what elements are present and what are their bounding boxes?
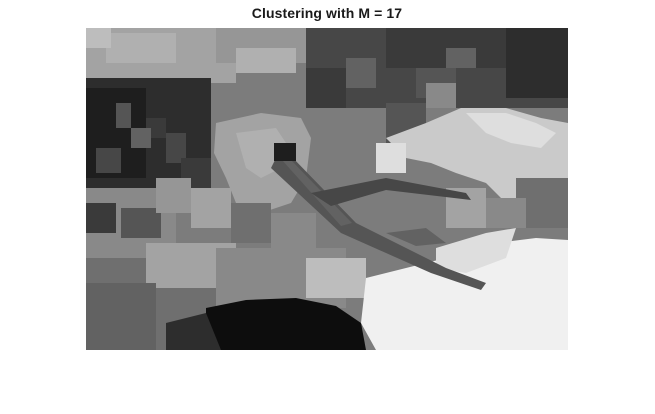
region-top-left-lighter: [106, 33, 176, 63]
region-top-left-pale: [86, 28, 111, 48]
region-right-cloud-block: [376, 143, 406, 173]
region-bottom-left-dark: [86, 283, 156, 350]
region-left-block-a: [116, 103, 131, 128]
region-block-b: [346, 58, 376, 88]
region-bottom-center-light: [306, 258, 366, 298]
region-right-cloud-bright: [466, 113, 556, 148]
region-lowerleft-e: [191, 188, 231, 228]
airplane-cockpit: [274, 143, 296, 161]
region-midright-b: [486, 198, 526, 228]
region-lowerleft-g: [271, 213, 316, 253]
region-lowerleft-d: [156, 178, 191, 213]
region-bottom-dark-edge: [166, 313, 221, 350]
airplane-wing: [311, 178, 471, 206]
plot-title: Clustering with M = 17: [251, 5, 403, 21]
region-top-far-right: [506, 28, 568, 98]
region-block-c: [306, 68, 346, 108]
region-lowerleft-b: [86, 203, 116, 233]
region-block-e: [426, 83, 456, 108]
segmented-image: [86, 28, 568, 350]
region-lowerleft-f: [231, 203, 271, 243]
region-left-block-d: [131, 128, 151, 148]
region-lowerleft-c: [121, 208, 161, 238]
region-block-f: [446, 48, 476, 68]
airplane-tail: [386, 228, 446, 246]
region-bottom-right-pale: [436, 228, 516, 273]
region-left-block-c: [166, 133, 186, 163]
region-bottom-right-bright: [361, 238, 568, 350]
image-axes: [86, 28, 568, 350]
region-bottom-dark-band: [206, 298, 366, 350]
region-top-center-blob: [236, 48, 296, 73]
region-left-block-e: [96, 148, 121, 173]
